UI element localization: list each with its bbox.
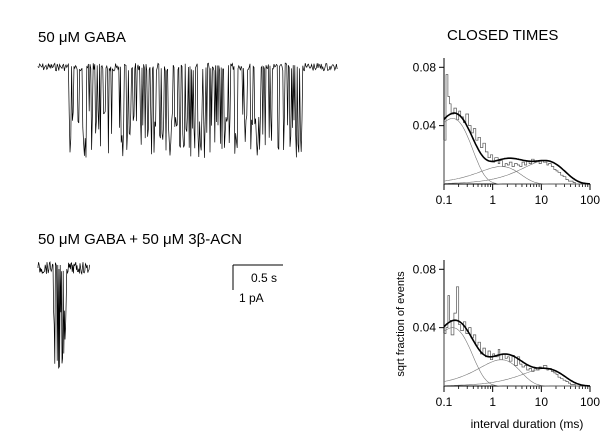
y-axis-label: sqrt fraction of events	[395, 271, 407, 377]
top-closed-times-histogram: 0.1 1 10 100 0.04 0.08	[413, 58, 600, 207]
histogram-axes: 0.1 1 10 100 0.04 0.08	[413, 58, 600, 207]
bottom-closed-times-histogram: 0.1 1 10 100 0.04 0.08 interval duration (ms) s…	[395, 260, 600, 431]
scale-bar-current-label: 1 pA	[239, 291, 264, 305]
y-tick-label: 0.08	[413, 60, 437, 74]
x-tick-label: 1	[489, 395, 496, 409]
x-tick-label: 0.1	[436, 395, 453, 409]
bottom-current-trace	[37, 261, 90, 369]
y-tick-label: 0.04	[413, 119, 437, 133]
x-axis-label: interval duration (ms)	[471, 417, 584, 431]
total-fit-curve	[443, 112, 591, 185]
x-tick-label: 0.1	[436, 193, 453, 207]
bottom-trace-label: 50 μM GABA + 50 μM 3β-ACN	[38, 231, 242, 248]
scale-bar-time-label: 0.5 s	[251, 271, 277, 285]
x-tick-label: 10	[535, 193, 549, 207]
histogram-axes: 0.1 1 10 100 0.04 0.08	[413, 260, 600, 409]
y-tick-label: 0.04	[413, 321, 437, 335]
x-tick-label: 1	[489, 193, 496, 207]
scale-bar: 0.5 s 1 pA	[232, 264, 283, 305]
x-tick-label: 100	[580, 395, 600, 409]
total-fit-curve	[443, 319, 590, 387]
top-current-trace	[37, 62, 338, 158]
x-tick-label: 10	[535, 395, 549, 409]
x-tick-label: 100	[580, 193, 600, 207]
component-curve-2	[443, 359, 590, 387]
component-curve-2	[443, 166, 590, 185]
top-trace-label: 50 μM GABA	[38, 29, 126, 46]
y-tick-label: 0.08	[413, 262, 437, 276]
closed-times-title: CLOSED TIMES	[447, 27, 558, 44]
